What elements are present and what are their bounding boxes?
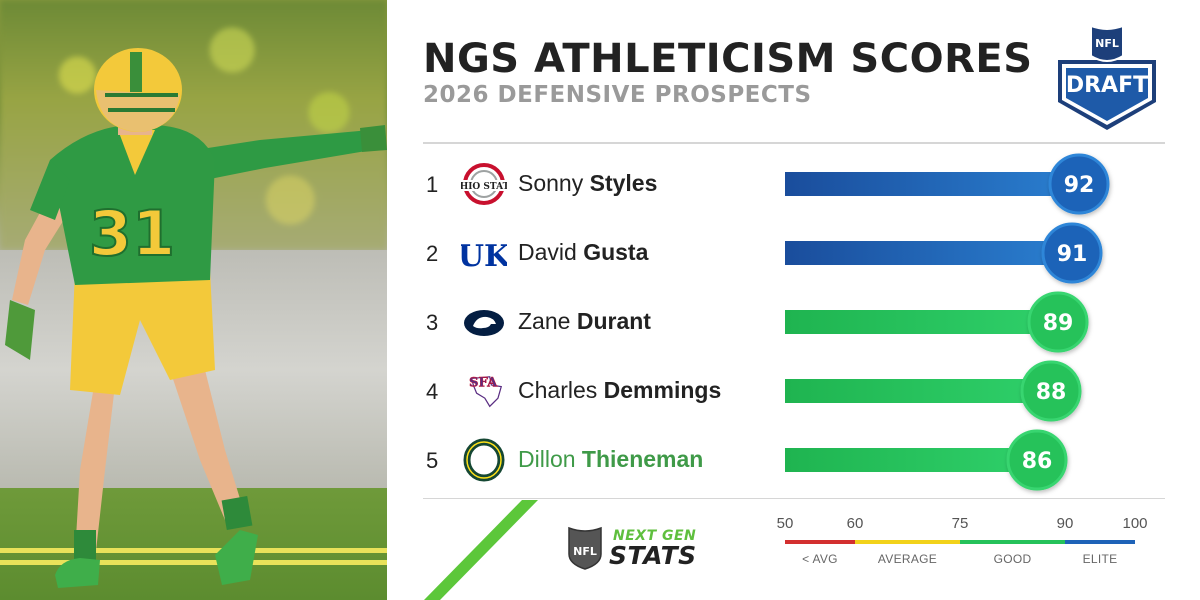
player-last-name: Styles (589, 170, 658, 196)
stephen-f-austin-logo-icon: SFA (469, 375, 503, 408)
svg-text:31: 31 (89, 197, 175, 270)
svg-text:SFA: SFA (469, 376, 498, 391)
chart-title: NGS ATHLETICISM SCORES (423, 36, 1033, 82)
scale-tier-segment (785, 540, 855, 544)
scale-tier-label: GOOD (993, 552, 1032, 566)
ohio-state-logo-icon: OHIO STATE (461, 163, 507, 205)
football-player-illustration: 31 (5, 48, 387, 588)
draft-logo-text: DRAFT (1066, 73, 1148, 98)
score-bar (785, 448, 1037, 472)
player-last-name: Thieneman (581, 446, 704, 472)
score-bubble (1020, 360, 1082, 422)
penn-state-logo-icon (464, 310, 504, 336)
score-bar (785, 310, 1058, 334)
scale-tier-label: AVERAGE (877, 552, 938, 566)
player-first-name: David (518, 239, 577, 265)
score-bubble (1006, 429, 1068, 491)
score-bubble (1048, 153, 1110, 215)
score-bubble (1027, 291, 1089, 353)
player-name: David Gusta (518, 239, 648, 266)
scale-tick-label: 90 (1056, 515, 1074, 532)
svg-text:UK: UK (461, 239, 507, 274)
next-gen-stats-logo: NFL NEXT GEN STATS (565, 524, 725, 570)
scale-tick-label: 100 (1122, 515, 1148, 532)
photo-turf-stripe (0, 548, 387, 553)
header-divider (423, 142, 1165, 144)
score-value-label: 91 (1057, 242, 1088, 267)
score-bar (785, 241, 1072, 265)
score-value-label: 92 (1064, 173, 1095, 198)
row-rank: 4 (426, 379, 439, 404)
nfl-draft-logo: NFL DRAFT (1058, 24, 1156, 130)
scale-tier-label: ELITE (1082, 552, 1118, 566)
score-bar (785, 172, 1079, 196)
player-first-name: Sonny (518, 170, 584, 196)
chart-subtitle: 2026 DEFENSIVE PROSPECTS (423, 82, 812, 108)
row-rank: 3 (426, 310, 439, 335)
row-rank: 5 (426, 448, 439, 473)
scale-tier-segment (855, 540, 960, 544)
scale-tier-segment (960, 540, 1065, 544)
player-first-name: Dillon (518, 446, 576, 472)
svg-text:OHIO STATE: OHIO STATE (461, 182, 507, 192)
draft-logo-nfl-text: NFL (1095, 37, 1119, 50)
scale-tick-label: 75 (951, 515, 969, 532)
player-first-name: Charles (518, 377, 598, 403)
ngs-next-gen-text: NEXT GEN (613, 528, 697, 544)
player-last-name: Durant (576, 308, 651, 334)
score-value-label: 89 (1043, 311, 1074, 336)
player-photo: 31 (0, 0, 387, 600)
scale-tick-label: 50 (776, 515, 794, 532)
scale-tier-segment (1065, 540, 1135, 544)
score-bar (785, 379, 1051, 403)
score-value-label: 88 (1036, 380, 1067, 405)
row-rank: 2 (426, 241, 439, 266)
player-first-name: Zane (518, 308, 571, 334)
bottom-divider (423, 498, 1165, 499)
player-last-name: Demmings (603, 377, 722, 403)
kentucky-logo-icon: UK (461, 239, 507, 274)
scale-tier-label: < AVG (802, 552, 838, 566)
nfl-shield-icon: NFL (568, 526, 602, 570)
score-value-label: 86 (1022, 449, 1053, 474)
score-bubble (1041, 222, 1103, 284)
row-rank: 1 (426, 172, 439, 197)
ngs-shield-text: NFL (573, 545, 597, 558)
player-name: Zane Durant (518, 308, 651, 335)
scale-tick-label: 60 (846, 515, 864, 532)
ngs-stats-text: STATS (609, 541, 697, 570)
player-name-highlighted: Dillon Thieneman (518, 446, 703, 473)
oregon-logo-icon (463, 438, 505, 482)
green-diagonal-accent (424, 500, 538, 600)
photo-turf-stripe (0, 560, 387, 565)
player-name: Sonny Styles (518, 170, 657, 197)
player-last-name: Gusta (583, 239, 649, 265)
player-name: Charles Demmings (518, 377, 721, 404)
